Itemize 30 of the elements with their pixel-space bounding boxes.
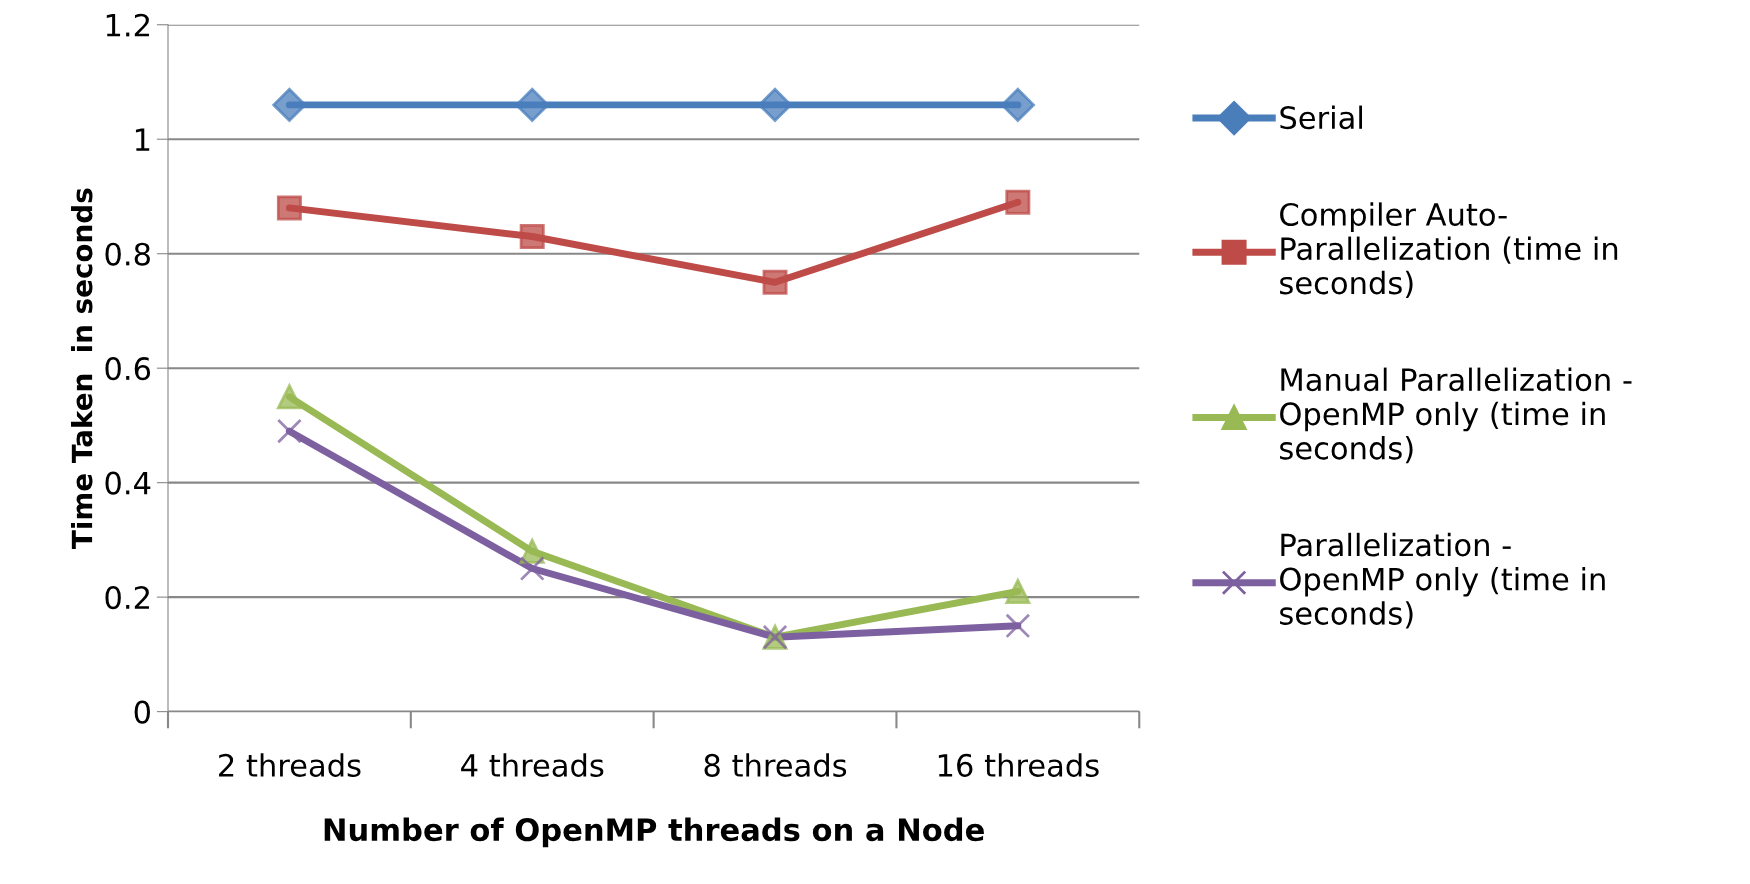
point	[519, 556, 545, 582]
y-tick-label: 0.2	[105, 586, 149, 610]
legend-label: Manual Parallelization - OpenMP only (time in seconds)	[1280, 367, 1632, 464]
point	[1000, 87, 1035, 122]
y-tick-label: 1	[135, 128, 150, 151]
legend-label: Compiler Auto- Parallelization (time in seconds)	[1280, 202, 1618, 299]
point	[276, 418, 302, 444]
x-tick-label: 8 threads	[704, 753, 847, 777]
point	[1005, 613, 1031, 639]
point	[272, 87, 307, 122]
point	[757, 87, 793, 122]
y-tick-label: 0.8	[105, 242, 150, 266]
x-tick-label: 4 threads	[461, 753, 604, 777]
point	[515, 87, 550, 122]
legend-label: Parallelization - OpenMP only (time in seconds)	[1280, 532, 1605, 629]
point	[1005, 578, 1031, 604]
x-tick-label: 16 threads	[938, 753, 1099, 777]
y-tick-label: 0	[134, 700, 150, 724]
legend-label: Serial	[1280, 105, 1362, 130]
x-axis-title: Number of OpenMP threads on a Node	[324, 817, 984, 848]
x-tick-label: 2 threads	[219, 753, 361, 777]
point	[276, 195, 302, 221]
y-axis-title: Time Taken in seconds	[71, 188, 93, 549]
y-tick-label: 1.2	[106, 13, 149, 37]
y-tick-label: 0.4	[105, 471, 151, 495]
y-tick-label: 0.6	[105, 357, 151, 381]
point	[276, 384, 302, 410]
point	[1005, 189, 1031, 215]
point	[762, 269, 788, 295]
point	[519, 224, 545, 250]
